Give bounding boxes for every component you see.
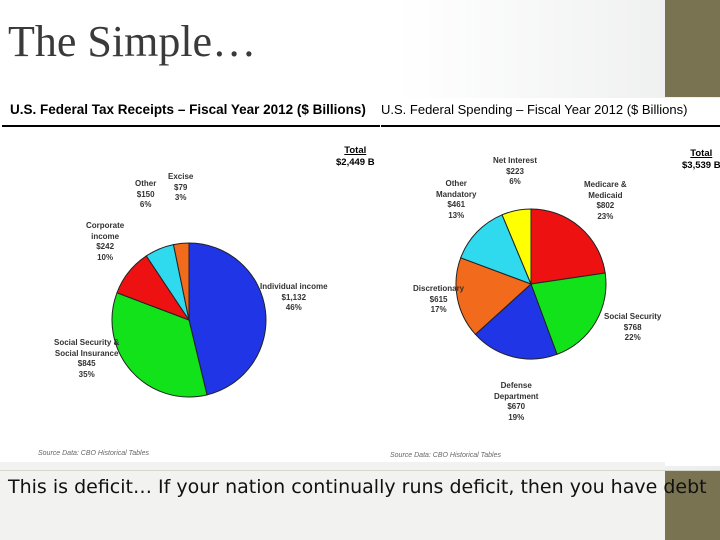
title-rule bbox=[2, 125, 380, 127]
pie-slice-social-security-social-insurance bbox=[111, 292, 208, 398]
pie-slice-defense-department bbox=[474, 283, 558, 360]
footer-divider bbox=[0, 470, 720, 471]
pie-slice-discretionary bbox=[455, 257, 532, 336]
total-heading: Total bbox=[344, 145, 367, 156]
pie-slice-net-interest bbox=[501, 208, 532, 285]
pie-chart-spending bbox=[455, 208, 607, 360]
data-label-discretionary: Discretionary $615 17% bbox=[413, 284, 465, 314]
title-rule bbox=[381, 125, 720, 127]
pie-chart-receipts bbox=[111, 242, 267, 398]
data-label-medicare-medicaid: Medicare & Medicaid $802 23% bbox=[584, 180, 627, 221]
data-label-net-interest: Net Interest $223 6% bbox=[493, 156, 538, 186]
pie-slice-medicare-medicaid bbox=[530, 208, 606, 285]
accent-bar-bottom bbox=[665, 470, 720, 540]
chart-title: U.S. Federal Spending – Fiscal Year 2012… bbox=[381, 102, 688, 117]
slide-title: The Simple… bbox=[8, 17, 257, 66]
chart-title: U.S. Federal Tax Receipts – Fiscal Year … bbox=[10, 102, 366, 117]
accent-bar-top bbox=[665, 0, 720, 97]
pie-slice-individual-income bbox=[188, 242, 267, 396]
data-label-excise: Excise $79 3% bbox=[168, 172, 194, 202]
data-label-defense-department: Defense Department $670 19% bbox=[494, 381, 539, 422]
total-label: Total $2,449 B bbox=[336, 145, 375, 169]
total-value: $2,449 B bbox=[336, 157, 375, 168]
total-heading: Total bbox=[690, 148, 713, 159]
total-value: $3,539 B bbox=[682, 160, 720, 171]
spending-chart: U.S. Federal Spending – Fiscal Year 2012… bbox=[381, 98, 720, 466]
pie-slice-other-mandatory bbox=[460, 214, 532, 285]
data-label-other: Other $150 6% bbox=[135, 179, 157, 209]
data-label-individual-income: Individual income $1,132 46% bbox=[260, 282, 328, 312]
pie-slice-excise bbox=[172, 242, 190, 321]
slide-caption: This is deficit… If your nation continua… bbox=[8, 476, 707, 498]
data-label-corporate-income: Corporate income $242 10% bbox=[86, 221, 125, 262]
caption-strip bbox=[0, 462, 665, 540]
tax-receipts-chart: U.S. Federal Tax Receipts – Fiscal Year … bbox=[2, 98, 380, 466]
data-label-social-security: Social Security $768 22% bbox=[604, 312, 662, 342]
total-label: Total $3,539 B bbox=[682, 148, 720, 172]
source-note: Source Data: CBO Historical Tables bbox=[390, 452, 502, 459]
data-label-other-mandatory: Other Mandatory $461 13% bbox=[436, 179, 477, 220]
source-note: Source Data: CBO Historical Tables bbox=[38, 450, 150, 457]
data-label-social-security-insurance: Social Security & Social Insurance $845 … bbox=[54, 338, 120, 379]
